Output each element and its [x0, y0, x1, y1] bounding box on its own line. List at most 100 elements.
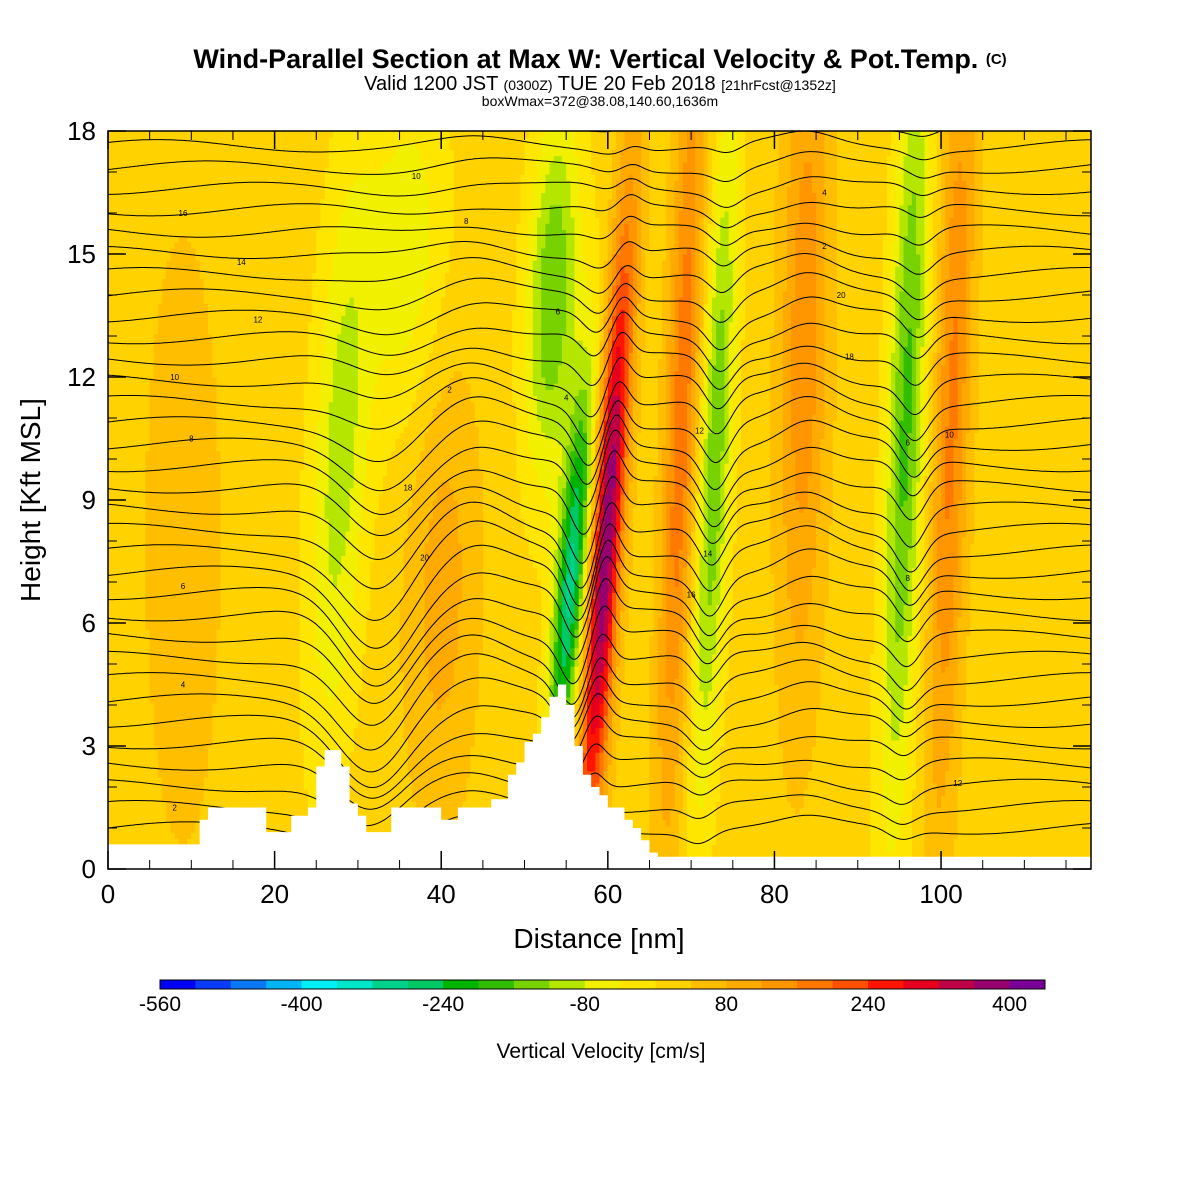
- velocity-cell: [170, 549, 175, 556]
- velocity-cell: [204, 426, 209, 433]
- velocity-cell: [141, 223, 146, 230]
- velocity-cell: [166, 272, 171, 279]
- velocity-cell: [175, 518, 180, 525]
- velocity-cell: [179, 549, 184, 556]
- velocity-cell: [125, 789, 130, 796]
- velocity-cell: [162, 236, 167, 243]
- velocity-cell: [200, 623, 205, 630]
- velocity-cell: [195, 303, 200, 310]
- velocity-cell: [121, 156, 126, 163]
- velocity-cell: [150, 297, 155, 304]
- velocity-cell: [154, 309, 159, 316]
- velocity-cell: [166, 260, 171, 267]
- velocity-cell: [254, 623, 259, 630]
- velocity-cell: [191, 678, 196, 685]
- velocity-cell: [137, 143, 142, 150]
- velocity-cell: [195, 248, 200, 255]
- velocity-cell: [129, 205, 134, 212]
- velocity-cell: [133, 297, 138, 304]
- velocity-cell: [137, 537, 142, 544]
- velocity-cell: [225, 728, 230, 735]
- velocity-cell: [112, 352, 117, 359]
- velocity-cell: [150, 617, 155, 624]
- velocity-cell: [187, 217, 192, 224]
- velocity-cell: [175, 592, 180, 599]
- velocity-cell: [212, 771, 217, 778]
- velocity-cell: [250, 149, 255, 156]
- velocity-cell: [275, 186, 280, 193]
- velocity-cell: [154, 764, 159, 771]
- velocity-cell: [191, 297, 196, 304]
- velocity-cell: [162, 641, 167, 648]
- velocity-cell: [270, 186, 275, 193]
- velocity-cell: [121, 322, 126, 329]
- velocity-cell: [254, 691, 259, 698]
- velocity-cell: [150, 789, 155, 796]
- velocity-cell: [200, 352, 205, 359]
- velocity-cell: [254, 789, 259, 796]
- velocity-cell: [258, 555, 263, 562]
- velocity-cell: [233, 451, 238, 458]
- velocity-cell: [145, 709, 150, 716]
- velocity-cell: [150, 641, 155, 648]
- velocity-cell: [129, 746, 134, 753]
- velocity-cell: [187, 586, 192, 593]
- velocity-cell: [129, 537, 134, 544]
- velocity-cell: [187, 402, 192, 409]
- velocity-cell: [150, 432, 155, 439]
- velocity-cell: [187, 143, 192, 150]
- velocity-cell: [133, 555, 138, 562]
- velocity-cell: [258, 463, 263, 470]
- velocity-cell: [266, 193, 271, 200]
- velocity-cell: [266, 168, 271, 175]
- velocity-cell: [121, 309, 126, 316]
- velocity-cell: [275, 371, 280, 378]
- velocity-cell: [183, 420, 188, 427]
- velocity-cell: [266, 389, 271, 396]
- velocity-cell: [270, 795, 275, 802]
- velocity-cell: [187, 623, 192, 630]
- velocity-cell: [175, 641, 180, 648]
- velocity-cell: [158, 641, 163, 648]
- velocity-cell: [220, 229, 225, 236]
- velocity-cell: [175, 457, 180, 464]
- velocity-cell: [245, 340, 250, 347]
- velocity-cell: [266, 777, 271, 784]
- velocity-cell: [208, 592, 213, 599]
- velocity-cell: [204, 377, 209, 384]
- velocity-cell: [275, 666, 280, 673]
- velocity-cell: [158, 174, 163, 181]
- velocity-cell: [200, 346, 205, 353]
- velocity-cell: [262, 488, 267, 495]
- velocity-cell: [121, 758, 126, 765]
- velocity-cell: [116, 771, 121, 778]
- velocity-cell: [125, 272, 130, 279]
- velocity-cell: [279, 623, 284, 630]
- velocity-cell: [208, 752, 213, 759]
- velocity-cell: [187, 795, 192, 802]
- velocity-cell: [133, 660, 138, 667]
- velocity-cell: [125, 832, 130, 839]
- velocity-cell: [141, 685, 146, 692]
- velocity-cell: [258, 340, 263, 347]
- velocity-cell: [225, 174, 230, 181]
- velocity-cell: [245, 641, 250, 648]
- velocity-cell: [170, 697, 175, 704]
- velocity-cell: [275, 617, 280, 624]
- velocity-cell: [154, 457, 159, 464]
- velocity-cell: [191, 457, 196, 464]
- velocity-cell: [195, 297, 200, 304]
- velocity-cell: [133, 814, 138, 821]
- velocity-cell: [220, 395, 225, 402]
- velocity-cell: [270, 297, 275, 304]
- velocity-cell: [112, 728, 117, 735]
- velocity-cell: [254, 463, 259, 470]
- velocity-cell: [150, 568, 155, 575]
- velocity-cell: [129, 451, 134, 458]
- velocity-cell: [250, 180, 255, 187]
- velocity-cell: [125, 518, 130, 525]
- velocity-cell: [212, 445, 217, 452]
- velocity-cell: [129, 309, 134, 316]
- velocity-cell: [137, 555, 142, 562]
- velocity-cell: [258, 445, 263, 452]
